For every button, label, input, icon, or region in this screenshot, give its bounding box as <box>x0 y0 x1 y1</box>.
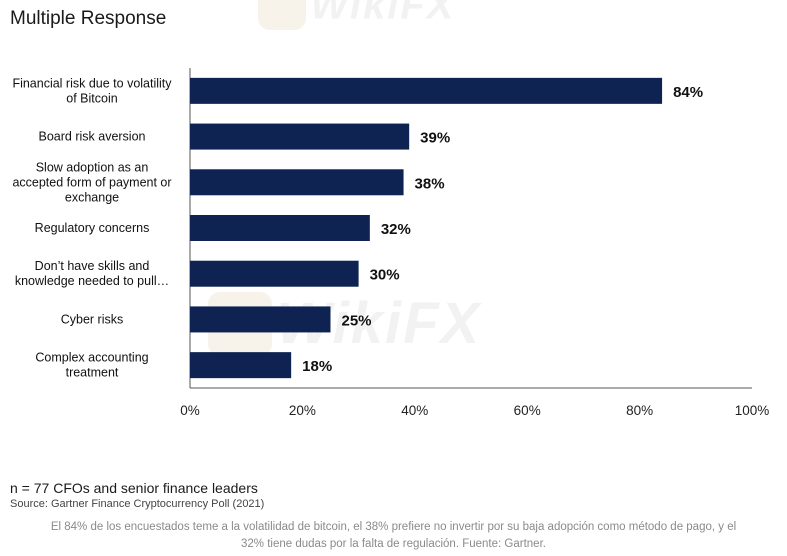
category-label: Regulatory concerns <box>35 221 150 235</box>
data-label: 84% <box>673 84 703 101</box>
data-label: 25% <box>342 312 372 329</box>
x-tick-label: 80% <box>626 403 653 418</box>
category-label-line: of Bitcoin <box>66 91 117 105</box>
data-label: 30% <box>370 267 400 284</box>
bar <box>190 77 663 104</box>
x-tick-label: 40% <box>401 403 428 418</box>
bar <box>190 123 410 150</box>
category-label-line: accepted form of payment or <box>12 175 171 189</box>
x-tick-label: 60% <box>514 403 541 418</box>
bar-chart: 84% Financial risk due to volatility of Bi… <box>12 68 770 418</box>
page-title: Multiple Response <box>10 8 167 29</box>
category-label-line: Don’t have skills and <box>35 259 150 273</box>
bar <box>190 215 370 241</box>
data-label: 38% <box>415 175 445 192</box>
bar <box>190 352 292 379</box>
category-label-line: Complex accounting <box>35 351 148 365</box>
source-note: Source: Gartner Finance Cryptocurrency P… <box>10 498 265 510</box>
category-label: Don’t have skills and knowledge needed to… <box>15 259 169 288</box>
category-label-line: Financial risk due to volatility <box>12 76 172 90</box>
bar <box>190 306 331 333</box>
x-tick-label: 0% <box>180 403 200 418</box>
data-label: 39% <box>420 130 450 147</box>
data-label: 32% <box>381 221 411 238</box>
category-label: Board risk aversion <box>39 130 146 144</box>
bar <box>190 169 404 196</box>
x-tick-label: 20% <box>289 403 316 418</box>
category-label-line: Slow adoption as an <box>36 160 149 174</box>
category-label: Slow adoption as an accepted form of paym… <box>12 160 171 204</box>
category-label-line: Cyber risks <box>61 312 124 326</box>
category-label-line: knowledge needed to pull… <box>15 274 169 288</box>
category-label-line: Regulatory concerns <box>35 221 150 235</box>
caption: El 84% de los encuestados teme a la vola… <box>50 521 737 550</box>
category-label-line: treatment <box>66 366 119 380</box>
category-label: Cyber risks <box>61 312 124 326</box>
category-label: Complex accounting treatment <box>35 351 148 380</box>
x-tick-label: 100% <box>735 403 770 418</box>
category-label-line: exchange <box>65 190 119 204</box>
category-label-line: Board risk aversion <box>39 130 146 144</box>
sample-note: n = 77 CFOs and senior finance leaders <box>10 480 258 496</box>
data-label: 18% <box>302 358 332 375</box>
category-label: Financial risk due to volatility of Bitco… <box>12 76 172 105</box>
bar <box>190 260 359 287</box>
